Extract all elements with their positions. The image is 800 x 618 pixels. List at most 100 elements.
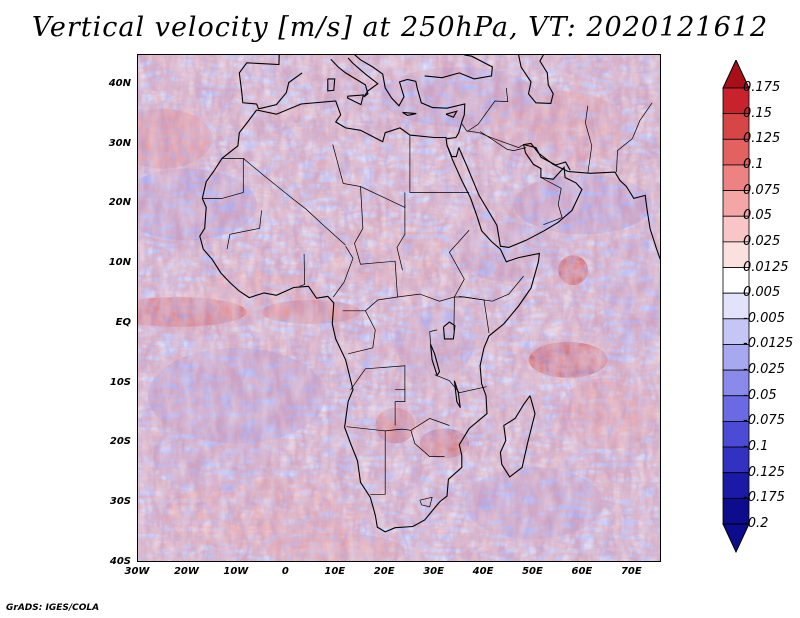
colorbar-tick-label: -0.05 <box>743 387 777 403</box>
madagascar-coastline <box>499 395 536 478</box>
lon-tick-label: 40E <box>472 566 494 577</box>
lon-tick-label: 20W <box>173 566 199 577</box>
colorbar-tick-label: 0.15 <box>743 105 772 121</box>
colorbar-tick-label: 0.0125 <box>743 259 789 275</box>
colorbar-segment <box>722 113 750 140</box>
colorbar-tick-label: 0.125 <box>743 131 781 147</box>
country-border <box>226 210 262 250</box>
country-border <box>365 296 398 312</box>
country-border <box>394 389 406 426</box>
colorbar-min-triangle <box>722 523 750 554</box>
black-sea-coastline <box>424 55 493 80</box>
country-border <box>585 105 593 174</box>
colorbar-segment <box>722 215 750 243</box>
country-border <box>396 204 406 271</box>
country-border <box>479 131 527 151</box>
lon-tick-label: 70E <box>620 566 642 577</box>
colorbar-segment <box>722 267 750 294</box>
country-border <box>434 374 487 394</box>
colorbar-tick-label: -0.125 <box>743 464 785 480</box>
chart-title: Vertical velocity [m/s] at 250hPa, VT: 2… <box>31 12 769 43</box>
white-texture <box>138 55 660 561</box>
lon-tick-label: 20E <box>373 566 395 577</box>
europe-coastline <box>238 55 280 93</box>
lat-tick-label: 40N <box>108 77 131 89</box>
colorbar-segment <box>722 497 750 525</box>
cyprus-coastline <box>445 110 458 118</box>
lon-tick-label: 30E <box>423 566 444 577</box>
colorbar-tick-label: -0.0125 <box>743 336 794 352</box>
balkan-turkey-coastline <box>354 55 466 140</box>
colorbar-tick-label: -0.175 <box>743 490 785 506</box>
colorbar-segment <box>722 344 750 371</box>
country-border <box>429 329 438 351</box>
colorbar-segment <box>722 190 750 217</box>
lat-tick-label: 40S <box>109 556 131 567</box>
lon-tick-label: 10E <box>324 566 346 577</box>
colorbar-segment <box>722 164 750 191</box>
country-border <box>467 87 509 132</box>
colorbar-tick-label: -0.2 <box>743 516 769 531</box>
country-border <box>346 418 450 432</box>
lake-malawi <box>453 380 461 408</box>
persian-gulf-north <box>523 144 571 171</box>
colorbar-tick-label: 0.05 <box>743 208 772 224</box>
credit-text: GrADS: IGES/COLA <box>6 603 100 613</box>
colorbar <box>722 60 750 554</box>
africa-coastline <box>199 100 541 533</box>
lat-tick-label: 10S <box>109 376 131 388</box>
country-border <box>202 158 244 199</box>
lat-tick-label: 10N <box>108 257 131 269</box>
red-sea-gulf <box>446 144 460 158</box>
velocity-field-map <box>138 55 660 561</box>
country-border <box>410 430 445 457</box>
lat-tick-label: 30S <box>109 496 131 508</box>
country-border <box>243 158 346 246</box>
country-borders <box>202 87 653 508</box>
colorbar-tick-label: -0.025 <box>743 362 785 378</box>
country-border <box>459 275 524 302</box>
colorbar-tick-label: 0.1 <box>743 156 764 172</box>
colorbar-tick-label: -0.075 <box>743 413 785 429</box>
country-border <box>333 246 354 298</box>
caspian-coastline <box>518 55 554 104</box>
country-border <box>419 496 433 508</box>
crete-coastline <box>402 111 417 116</box>
lake-tanganyika <box>430 344 441 377</box>
country-border <box>354 186 470 302</box>
lon-tick-label: 30W <box>124 566 150 577</box>
lon-tick-label: 60E <box>571 566 593 577</box>
country-border <box>299 253 305 287</box>
lon-tick-label: 0 <box>281 566 289 577</box>
colorbar-segment <box>722 395 750 422</box>
country-border <box>342 310 376 355</box>
lat-tick-label: 20S <box>109 436 131 448</box>
country-border <box>540 177 563 226</box>
lat-tick-label: EQ <box>115 316 131 328</box>
sicily-coastline <box>347 94 365 106</box>
coastlines <box>199 55 660 533</box>
lon-tick-label: 50E <box>522 566 543 577</box>
arabia-coastline <box>458 142 660 261</box>
colorbar-tick-label: 0.075 <box>743 182 781 198</box>
country-border <box>350 365 406 390</box>
country-border <box>370 430 386 495</box>
italy-coastline <box>330 57 379 98</box>
colorbar-tick-label: 0.005 <box>743 285 781 301</box>
colorbar-segment <box>722 421 750 448</box>
lat-tick-label: 20N <box>108 197 131 209</box>
lake-victoria <box>442 321 456 340</box>
colorbar-tick-label: -0.1 <box>743 439 769 455</box>
lon-tick-label: 10W <box>223 566 249 577</box>
country-border <box>409 135 470 193</box>
iberia-south-coastline <box>241 72 303 110</box>
colorbar-tick-label: 0.025 <box>743 233 781 249</box>
colorbar-tick-label: 0.175 <box>743 80 781 95</box>
colorbar-segment <box>722 369 750 397</box>
lat-tick-label: 30N <box>108 137 131 149</box>
country-border <box>616 102 653 173</box>
map-plot-area[interactable] <box>137 54 661 562</box>
colorbar-segment <box>722 446 750 474</box>
sardinia-coastline <box>327 78 336 92</box>
colorbar-tick-label: -0.005 <box>743 310 785 326</box>
